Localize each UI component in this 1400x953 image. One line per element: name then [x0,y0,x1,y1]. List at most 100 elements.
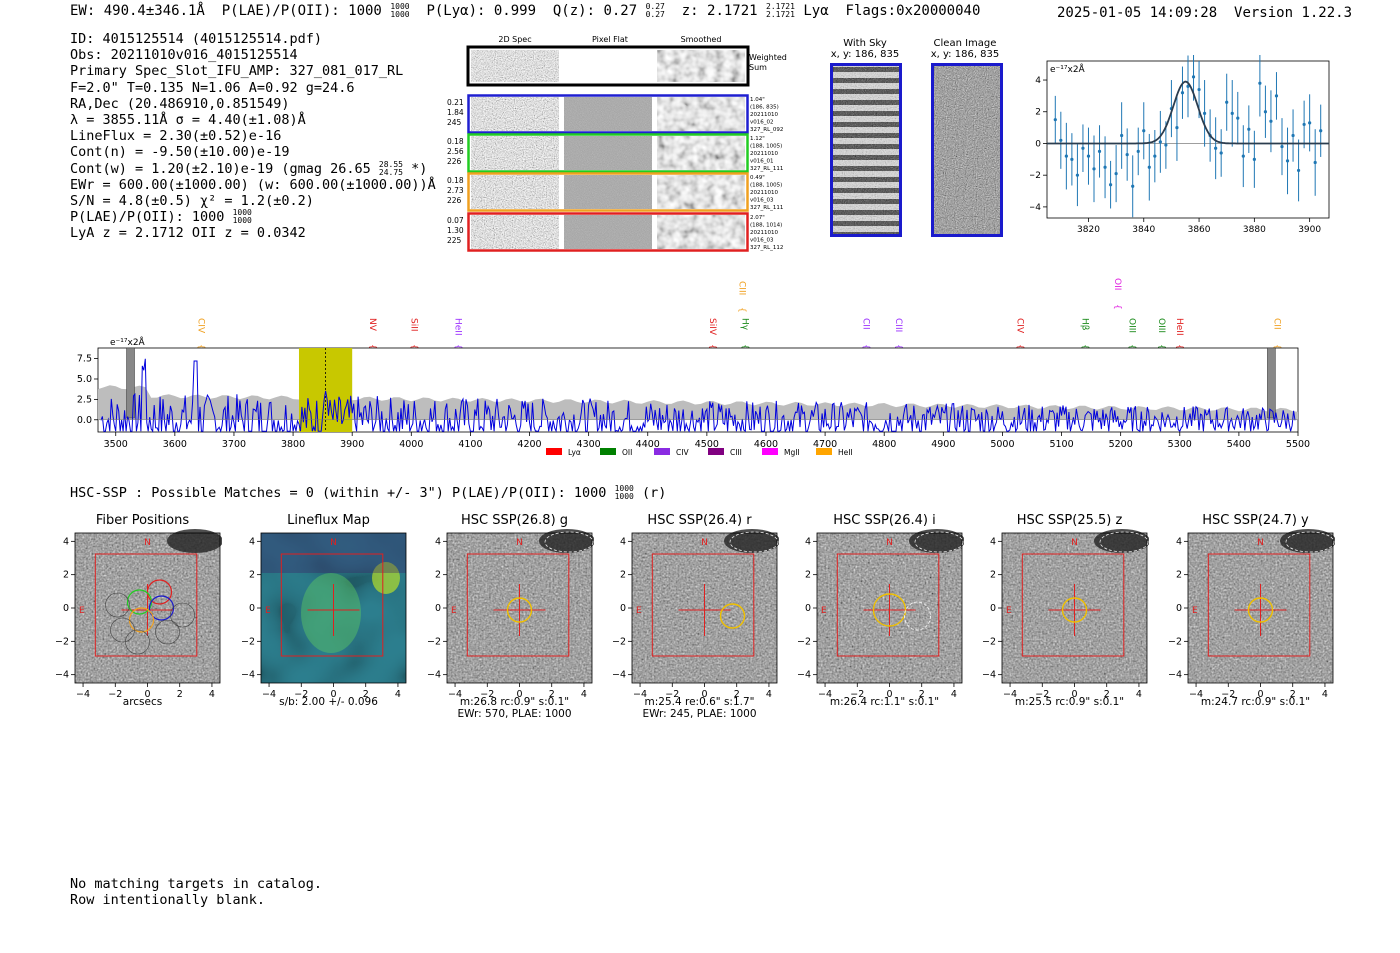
spec-xtick-14: 4900 [931,439,955,450]
panel-xtick: 4 [581,689,587,700]
masked-region-1 [1267,347,1276,419]
panel-xtick: 0 [886,689,892,700]
north-label: N [516,538,523,548]
signal-noise: S/N = 4.8(±0.5) χ² = 1.2(±0.2) [70,192,314,209]
fit-point [1153,154,1157,158]
zoo-left-2-1: 2.73 [447,186,464,195]
zoo-right-0-2: 20211010 [750,112,778,118]
zoo-right-2-4: 327_RL_111 [750,205,783,211]
panel-xtick: 2 [1290,689,1296,700]
fit-point [1175,126,1179,130]
observation: Obs: 20211010v016_4015125514 [70,47,298,64]
svg-text:{: { [453,344,463,350]
with-sky-title: With Sky x, y: 186, 835 [830,38,900,60]
zoo-right-1-4: 327_RL_111 [750,166,783,172]
panel-ytick: 2 [435,570,441,581]
line-marker-0: CIV [196,318,206,334]
zoo-right-0-0: 1.04" [750,97,765,103]
line-marker-9: CIV [1014,318,1024,334]
east-label: E [1006,606,1012,616]
zoo-right-0-4: 327_RL_092 [750,127,783,133]
flags-value: Flags:0x20000040 [845,3,981,19]
spec-xtick-5: 4000 [399,439,423,450]
ew-value: EW: 490.4±346.1Å [70,3,205,19]
zoo-2dspec-2 [471,175,559,209]
spec-xtick-12: 4700 [813,439,837,450]
panel-ytick: −4 [797,670,811,681]
line-marker-14: HeII [1174,318,1184,336]
panel-xtick: −2 [850,689,864,700]
line-marker-8: CIII [893,318,903,332]
fit-xtick-2: 3860 [1188,225,1211,235]
panel-ytick: 0 [63,603,69,614]
spec-xtick-4: 3900 [340,439,364,450]
legend-swatch-5 [816,448,832,455]
full-spec-units: e⁻¹⁷x2Å [110,336,146,348]
spec-ytick-0: 7.5 [77,354,92,365]
zoo-right-3-4: 327_RL_112 [750,245,783,251]
spec-ytick-1: 5.0 [77,374,92,385]
east-label: E [79,606,85,616]
image-panel-6: N E −4 −2 0 2 4 4 2 0 −2 −4 [1168,529,1335,700]
panel-xtick: 4 [1136,689,1142,700]
footer-line-2: Row intentionally blank. [70,892,266,908]
spec-xtick-6: 4100 [458,439,482,450]
panel-ytick: −4 [55,670,69,681]
zoo-right-2-3: v016_03 [750,198,774,204]
zoo-left-3-1: 1.30 [447,226,464,235]
panel-xtick: 2 [549,689,555,700]
svg-text:{: { [861,344,871,350]
fit-point [1081,146,1085,150]
fit-point [1070,157,1074,161]
zoo-right-3-1: (188, 1014) [750,223,782,229]
panel-xtick: −4 [448,689,462,700]
image-panel-5: N E −4 −2 0 2 4 4 2 0 −2 −4 [982,529,1149,700]
fit-xtick-1: 3840 [1132,225,1155,235]
fit-point [1103,165,1107,169]
zoo-frame-2 [467,172,749,212]
aperture-box [466,553,570,657]
version: Version 1.22.3 [1234,5,1353,21]
zoo-right-1-0: 1.12" [750,136,765,142]
fit-point [1302,122,1306,127]
panel-xtick: 0 [330,689,336,700]
svg-text:{: { [1156,344,1166,350]
fit-point [1308,121,1312,125]
panel-xtick: −2 [1221,689,1235,700]
fit-xtick-0: 3820 [1077,225,1100,235]
panel-xtick: 0 [516,689,522,700]
east-label: E [1192,606,1198,616]
detection-id: ID: 4015125514 (4015125514.pdf) [70,31,322,47]
fit-point [1291,133,1295,138]
zoo-smooth-2 [657,175,745,209]
catalog-ellipse [719,603,746,629]
svg-text:{: { [196,344,206,350]
panel-ytick: 4 [1176,536,1182,547]
spec-xtick-2: 3700 [222,439,246,450]
fit-ytick-2: 0 [1035,139,1041,149]
line-name: Lyα [803,3,829,19]
fit-ytick-1: 2 [1035,108,1041,118]
aperture-box [280,553,384,657]
line-flux: LineFlux = 2.30(±0.52)e-16 [70,128,282,145]
zoo-right-3-0: 2.07" [750,215,765,221]
zoo-2dspec-0 [471,97,559,131]
panel-ytick: 2 [805,570,811,581]
fiber-circle [148,595,175,621]
zoo-right-3-3: v016_03 [750,238,774,244]
panel-title-0: Fiber Positions [95,513,190,528]
spec-xtick-0: 3500 [104,439,128,450]
panel-ytick: −2 [55,636,69,647]
line-marker-12: OIII [1127,318,1137,333]
panel-ytick: 2 [1176,570,1182,581]
east-label: E [821,606,827,616]
qz-fraction: 0.27 0.27 [645,2,665,19]
svg-text:{: { [736,307,746,313]
panel-ytick: 2 [620,570,626,581]
panel-ytick: −4 [1168,670,1182,681]
redshift-summary: LyA z = 2.1712 OII z = 0.0342 [70,225,306,242]
line-fit-units: e⁻¹⁷x2Å [1050,63,1086,75]
spec-xtick-1: 3600 [163,439,187,450]
panel-ytick: 2 [249,570,255,581]
fit-point [1296,168,1301,173]
